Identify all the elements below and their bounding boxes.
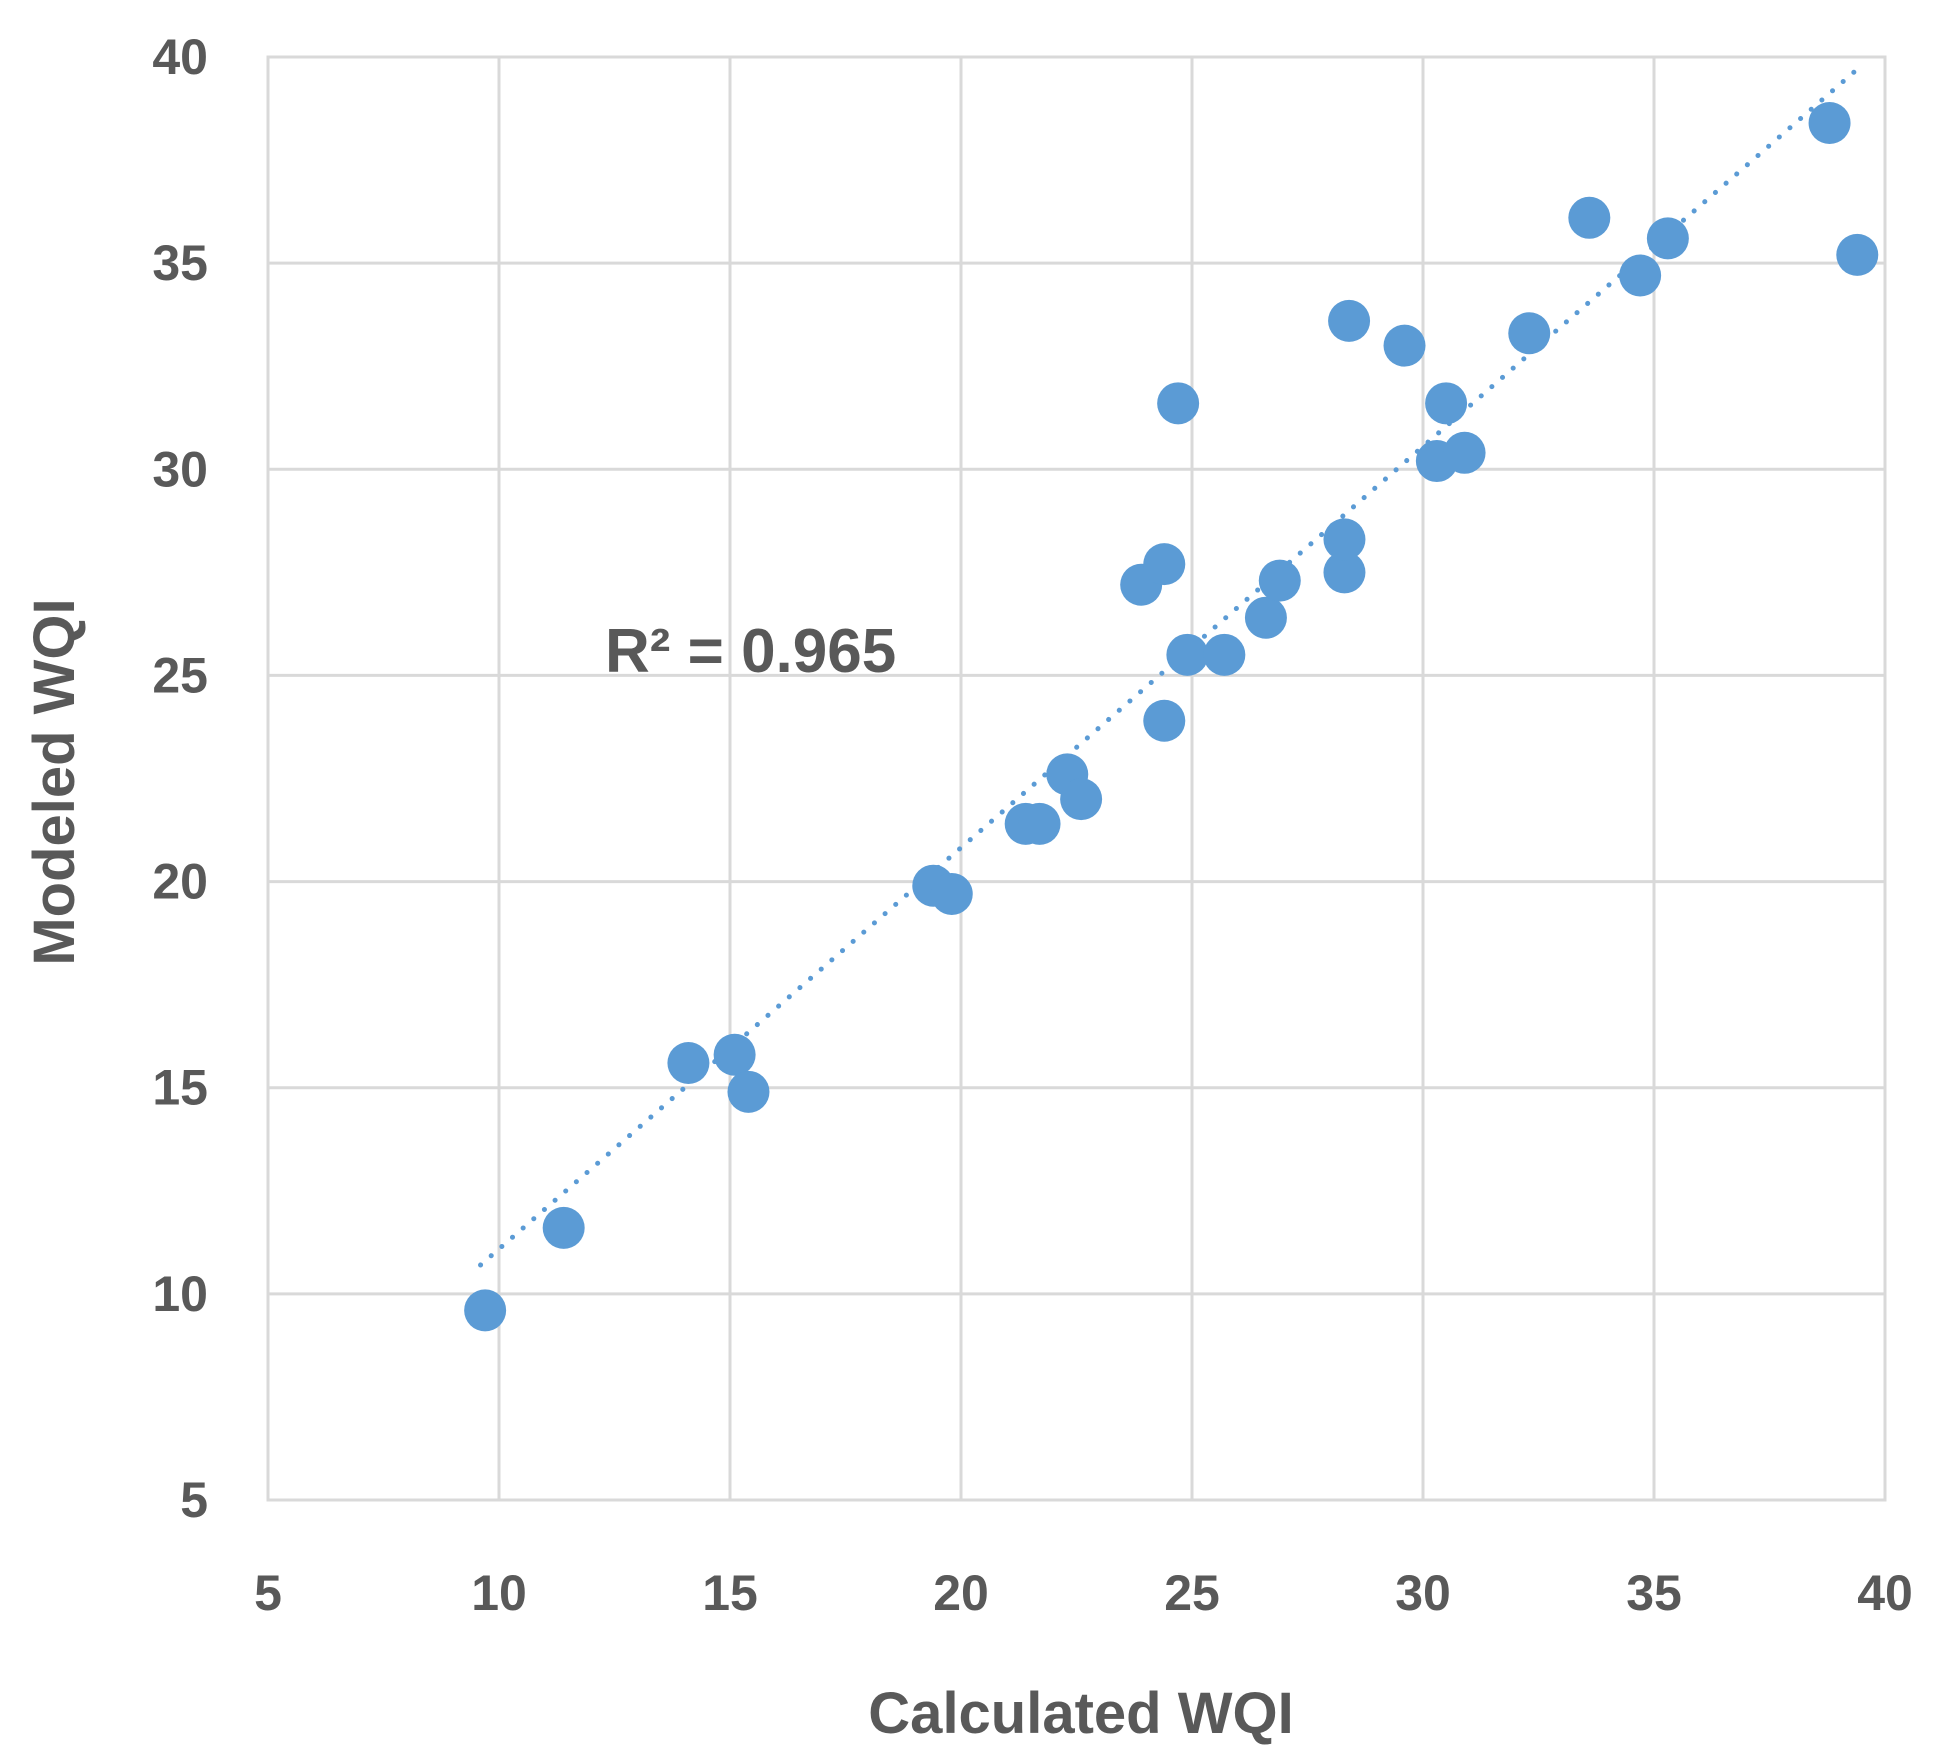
- data-point: [1143, 543, 1186, 586]
- data-point: [1443, 431, 1486, 474]
- data-point: [1619, 254, 1662, 297]
- data-point: [1808, 101, 1851, 144]
- grid: [266, 55, 1887, 1502]
- x-tick-label: 10: [471, 1565, 527, 1621]
- data-point: [1203, 633, 1246, 676]
- x-tick-label: 25: [1164, 1565, 1220, 1621]
- x-tick-label: 35: [1626, 1565, 1682, 1621]
- y-tick-label: 30: [152, 441, 208, 497]
- data-point: [1166, 633, 1209, 676]
- data-point: [667, 1041, 710, 1084]
- data-point: [1646, 217, 1689, 260]
- data-point: [1157, 382, 1200, 425]
- data-point: [1018, 802, 1061, 845]
- x-tick-label: 40: [1857, 1565, 1913, 1621]
- y-tick-label: 15: [152, 1060, 208, 1116]
- data-points: [464, 101, 1879, 1332]
- y-tick-label: 5: [180, 1472, 208, 1528]
- data-point: [542, 1206, 585, 1249]
- data-point: [1328, 299, 1371, 342]
- y-tick-label: 25: [152, 647, 208, 703]
- y-tick-label: 20: [152, 854, 208, 910]
- data-point: [1244, 596, 1287, 639]
- data-point: [1383, 324, 1426, 367]
- data-point: [1425, 382, 1468, 425]
- x-tick-label: 5: [254, 1565, 282, 1621]
- y-axis: 5 10 15 20 25 30 35 40: [152, 29, 208, 1528]
- data-point: [1508, 312, 1551, 355]
- y-tick-label: 10: [152, 1266, 208, 1322]
- x-axis: 5 10 15 20 25 30 35 40: [254, 1565, 1913, 1621]
- data-point: [930, 872, 973, 915]
- data-point: [727, 1070, 770, 1113]
- data-point: [464, 1289, 507, 1332]
- x-tick-label: 30: [1395, 1565, 1451, 1621]
- data-point: [1060, 778, 1103, 821]
- data-point: [1323, 551, 1366, 594]
- y-axis-title: Modeled WQI: [22, 598, 87, 965]
- y-tick-label: 40: [152, 29, 208, 85]
- plot-border: [266, 55, 1887, 1502]
- data-point: [1323, 518, 1366, 561]
- data-point: [1836, 233, 1879, 276]
- y-tick-label: 35: [152, 235, 208, 291]
- plot-area: [266, 55, 1887, 1502]
- data-point: [713, 1033, 756, 1076]
- x-tick-label: 15: [702, 1565, 758, 1621]
- x-tick-label: 20: [933, 1565, 989, 1621]
- x-axis-title: Calculated WQI: [868, 1681, 1293, 1746]
- data-point: [1568, 196, 1611, 239]
- data-point: [1258, 559, 1301, 602]
- data-point: [1143, 699, 1186, 742]
- r-squared-annotation: R² = 0.965: [605, 617, 896, 686]
